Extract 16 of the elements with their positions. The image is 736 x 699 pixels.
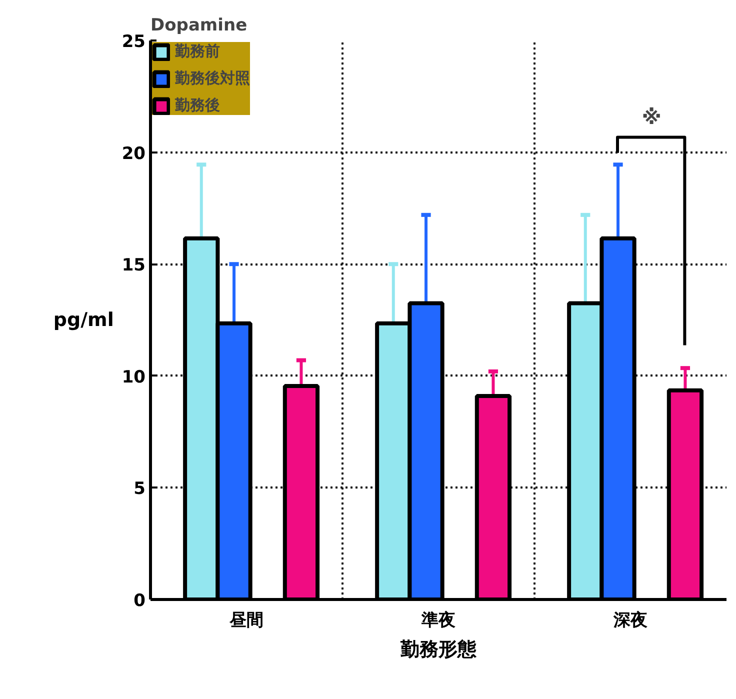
x-tick-label: 昼間 (228, 610, 264, 630)
x-tick-label: 準夜 (420, 610, 456, 630)
annotation: ※ (642, 104, 662, 129)
y-axis-title: pg/ml (53, 309, 114, 331)
y-tick-label: 10 (122, 367, 146, 388)
x-tick-label: 深夜 (612, 610, 648, 630)
legend-label: 勤務後 (175, 96, 220, 115)
legend-label: 勤務前 (175, 42, 220, 61)
y-tick-label: 25 (122, 32, 146, 52)
x-axis-title: 勤務形態 (400, 638, 478, 660)
chart-title: Dopamine (150, 16, 248, 36)
y-tick-label: 0 (134, 591, 146, 611)
legend-label: 勤務後対照 (175, 69, 250, 88)
y-tick-label: 20 (122, 144, 146, 164)
y-tick-label: 5 (134, 479, 146, 500)
y-tick-label: 15 (122, 256, 146, 276)
